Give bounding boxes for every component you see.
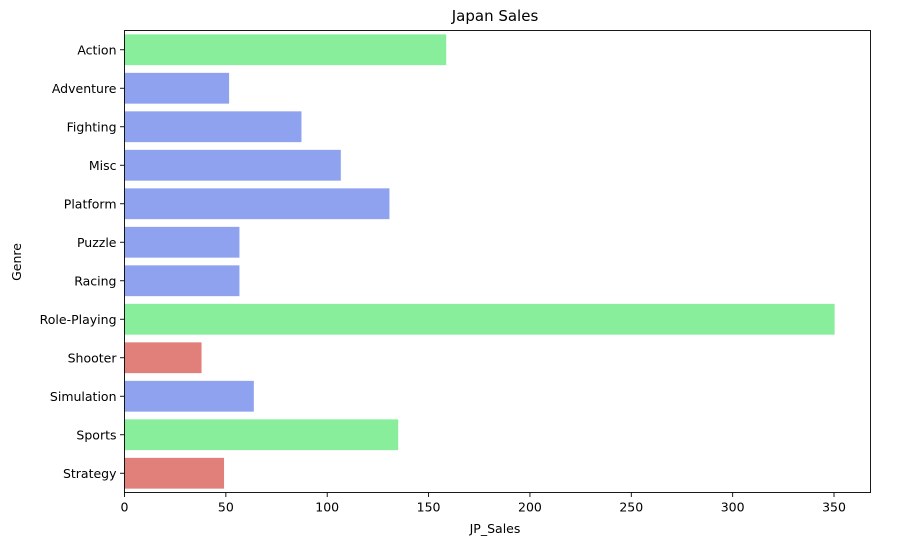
x-tick-label: 0: [121, 500, 129, 515]
y-axis-ticks: Action Adventure Fighting Misc Platform Puzzl…: [40, 42, 125, 481]
y-axis-title: Genre: [9, 243, 24, 281]
x-tick-label: 100: [315, 500, 339, 515]
bar-strategy: [124, 457, 225, 489]
x-tick-label: 50: [218, 500, 234, 515]
bar-action: [124, 34, 447, 66]
plot-frame: [124, 30, 871, 493]
x-tick-label: 200: [518, 500, 542, 515]
chart-title: Japan Sales: [451, 7, 539, 25]
y-tick-label: Simulation: [50, 389, 117, 404]
y-tick-label: Shooter: [68, 350, 118, 365]
y-tick-label: Sports: [76, 427, 116, 442]
y-tick-label: Role-Playing: [40, 312, 117, 327]
bar-platform: [124, 188, 390, 220]
bar-fighting: [124, 111, 302, 143]
bar-adventure: [124, 72, 230, 104]
y-tick-label: Racing: [74, 273, 116, 288]
x-axis-title: JP_Sales: [469, 521, 521, 536]
x-axis-ticks: 0 50 100 150 200 250 300 350: [121, 492, 846, 515]
bar-role-playing: [124, 303, 835, 335]
bar-puzzle: [124, 226, 240, 258]
bar-misc: [124, 149, 341, 181]
y-tick-label: Strategy: [63, 466, 117, 481]
y-tick-label: Adventure: [52, 81, 117, 96]
x-tick-label: 250: [619, 500, 643, 515]
y-tick-label: Action: [77, 42, 116, 57]
y-tick-label: Misc: [89, 158, 117, 173]
y-tick-label: Platform: [64, 196, 117, 211]
bar-racing: [124, 265, 240, 297]
y-tick-label: Fighting: [67, 119, 117, 134]
x-tick-label: 350: [822, 500, 846, 515]
bars-layer: [124, 34, 835, 489]
bar-simulation: [124, 380, 254, 412]
y-tick-label: Puzzle: [77, 235, 117, 250]
x-tick-label: 150: [417, 500, 441, 515]
bar-shooter: [124, 342, 202, 374]
x-tick-label: 300: [721, 500, 745, 515]
bar-sports: [124, 419, 399, 451]
